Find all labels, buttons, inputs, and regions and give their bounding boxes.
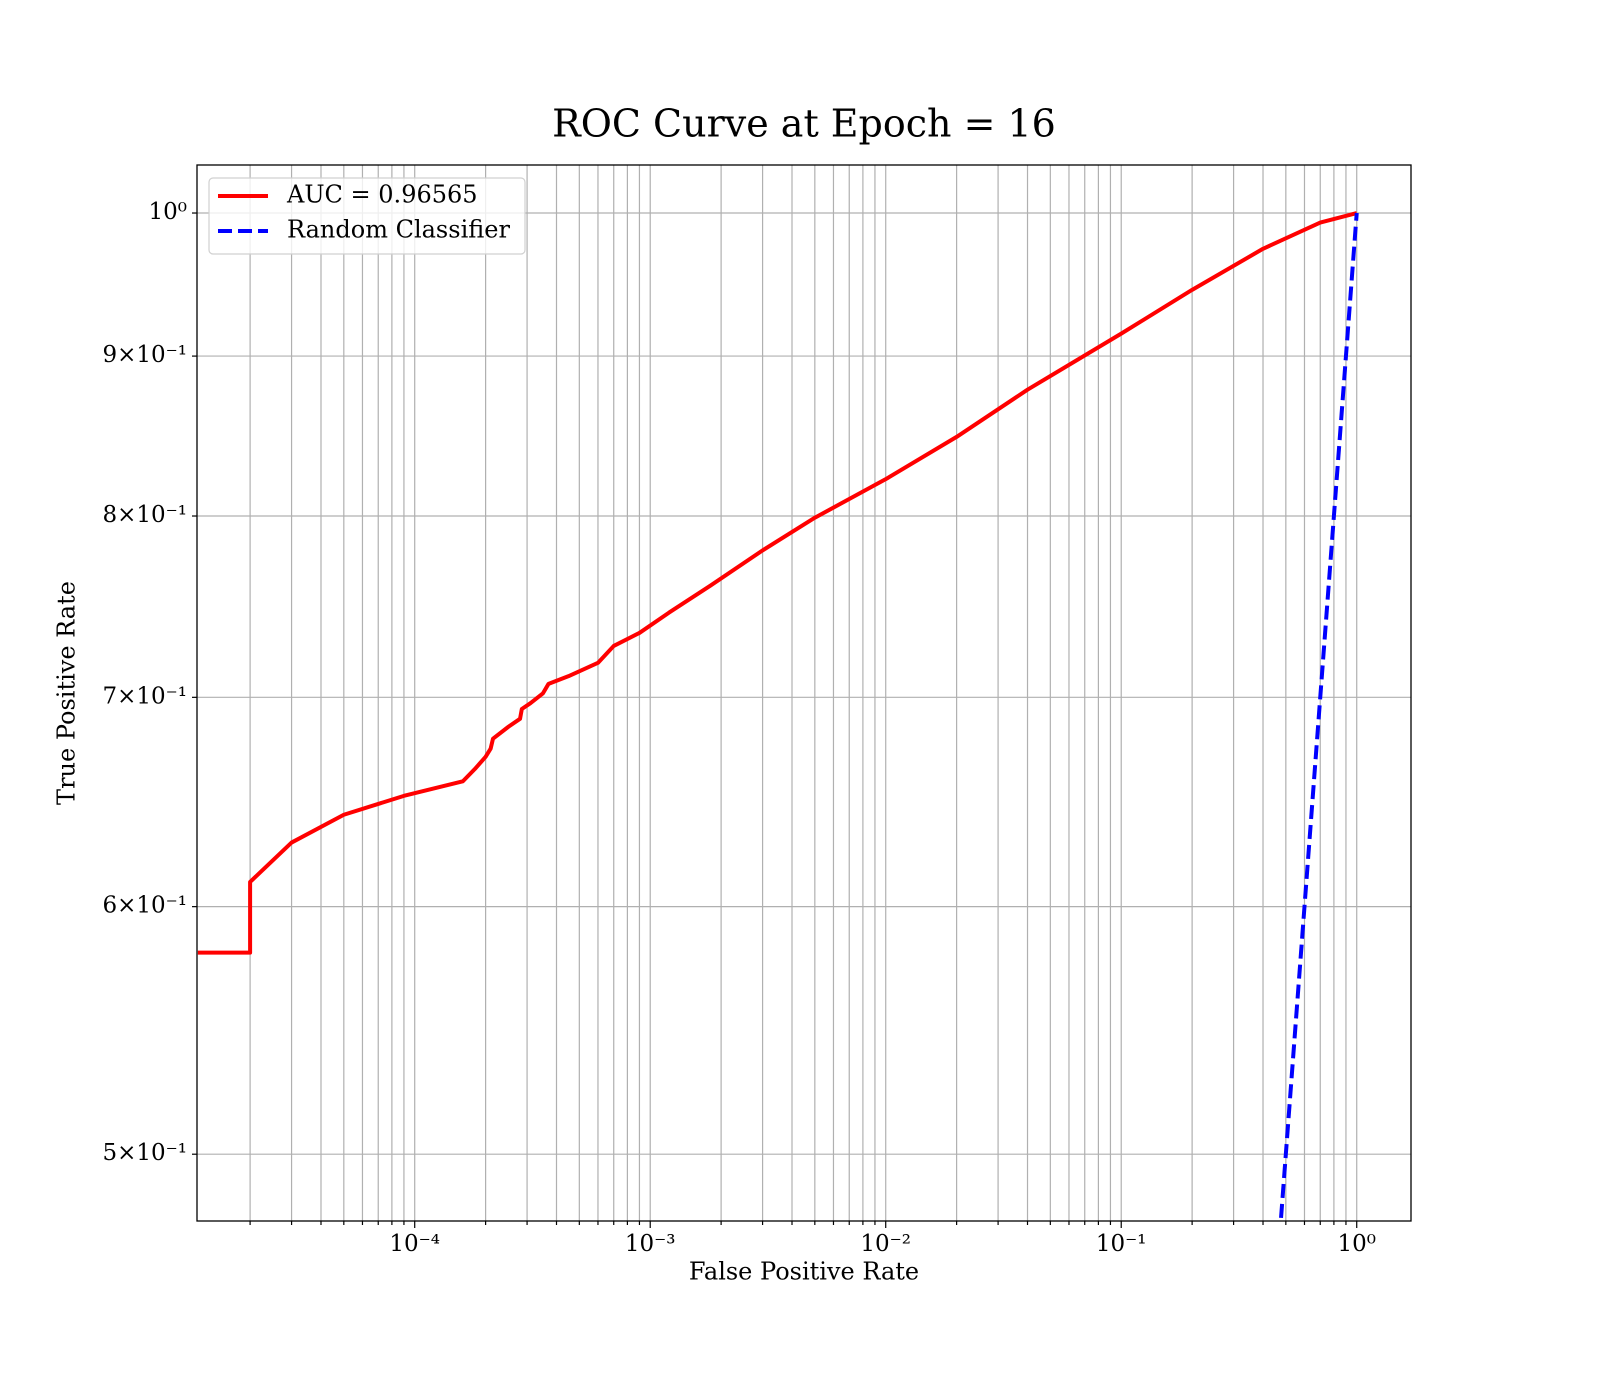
y-axis-label: True Positive Rate bbox=[53, 581, 81, 805]
y-tick-label: 8×10⁻¹ bbox=[102, 502, 187, 528]
x-tick-label: 10⁻² bbox=[860, 1231, 911, 1257]
x-tick-label: 10⁻¹ bbox=[1096, 1231, 1147, 1257]
series-line bbox=[1278, 212, 1359, 1221]
y-tick-label: 6×10⁻¹ bbox=[102, 893, 187, 919]
y-tick-label: 10⁰ bbox=[149, 199, 188, 225]
y-tick-label: 5×10⁻¹ bbox=[102, 1140, 187, 1166]
ticks: 10⁻⁴ 10⁻³ 10⁻² 10⁻¹ 10⁰ 5×10⁻¹ 6×10⁻¹ 7×10⁻¹ 8×1… bbox=[102, 199, 1376, 1257]
series-line bbox=[197, 211, 1358, 955]
x-tick-label: 10⁻³ bbox=[625, 1231, 676, 1257]
x-axis-label: False Positive Rate bbox=[689, 1258, 919, 1286]
x-tick-label: 10⁰ bbox=[1337, 1231, 1376, 1257]
legend-box bbox=[208, 177, 526, 255]
plot-data bbox=[197, 211, 1359, 1221]
legend-label: Random Classifier bbox=[287, 216, 510, 244]
grid bbox=[197, 165, 1411, 1221]
legend: AUC = 0.96565 Random Classifier bbox=[208, 177, 526, 255]
plot-frame bbox=[196, 164, 1412, 1222]
chart-title: ROC Curve at Epoch = 16 bbox=[552, 102, 1056, 146]
y-tick-label: 9×10⁻¹ bbox=[102, 342, 187, 368]
legend-label: AUC = 0.96565 bbox=[286, 181, 478, 209]
x-tick-label: 10⁻⁴ bbox=[389, 1231, 440, 1257]
y-tick-label: 7×10⁻¹ bbox=[102, 683, 187, 709]
